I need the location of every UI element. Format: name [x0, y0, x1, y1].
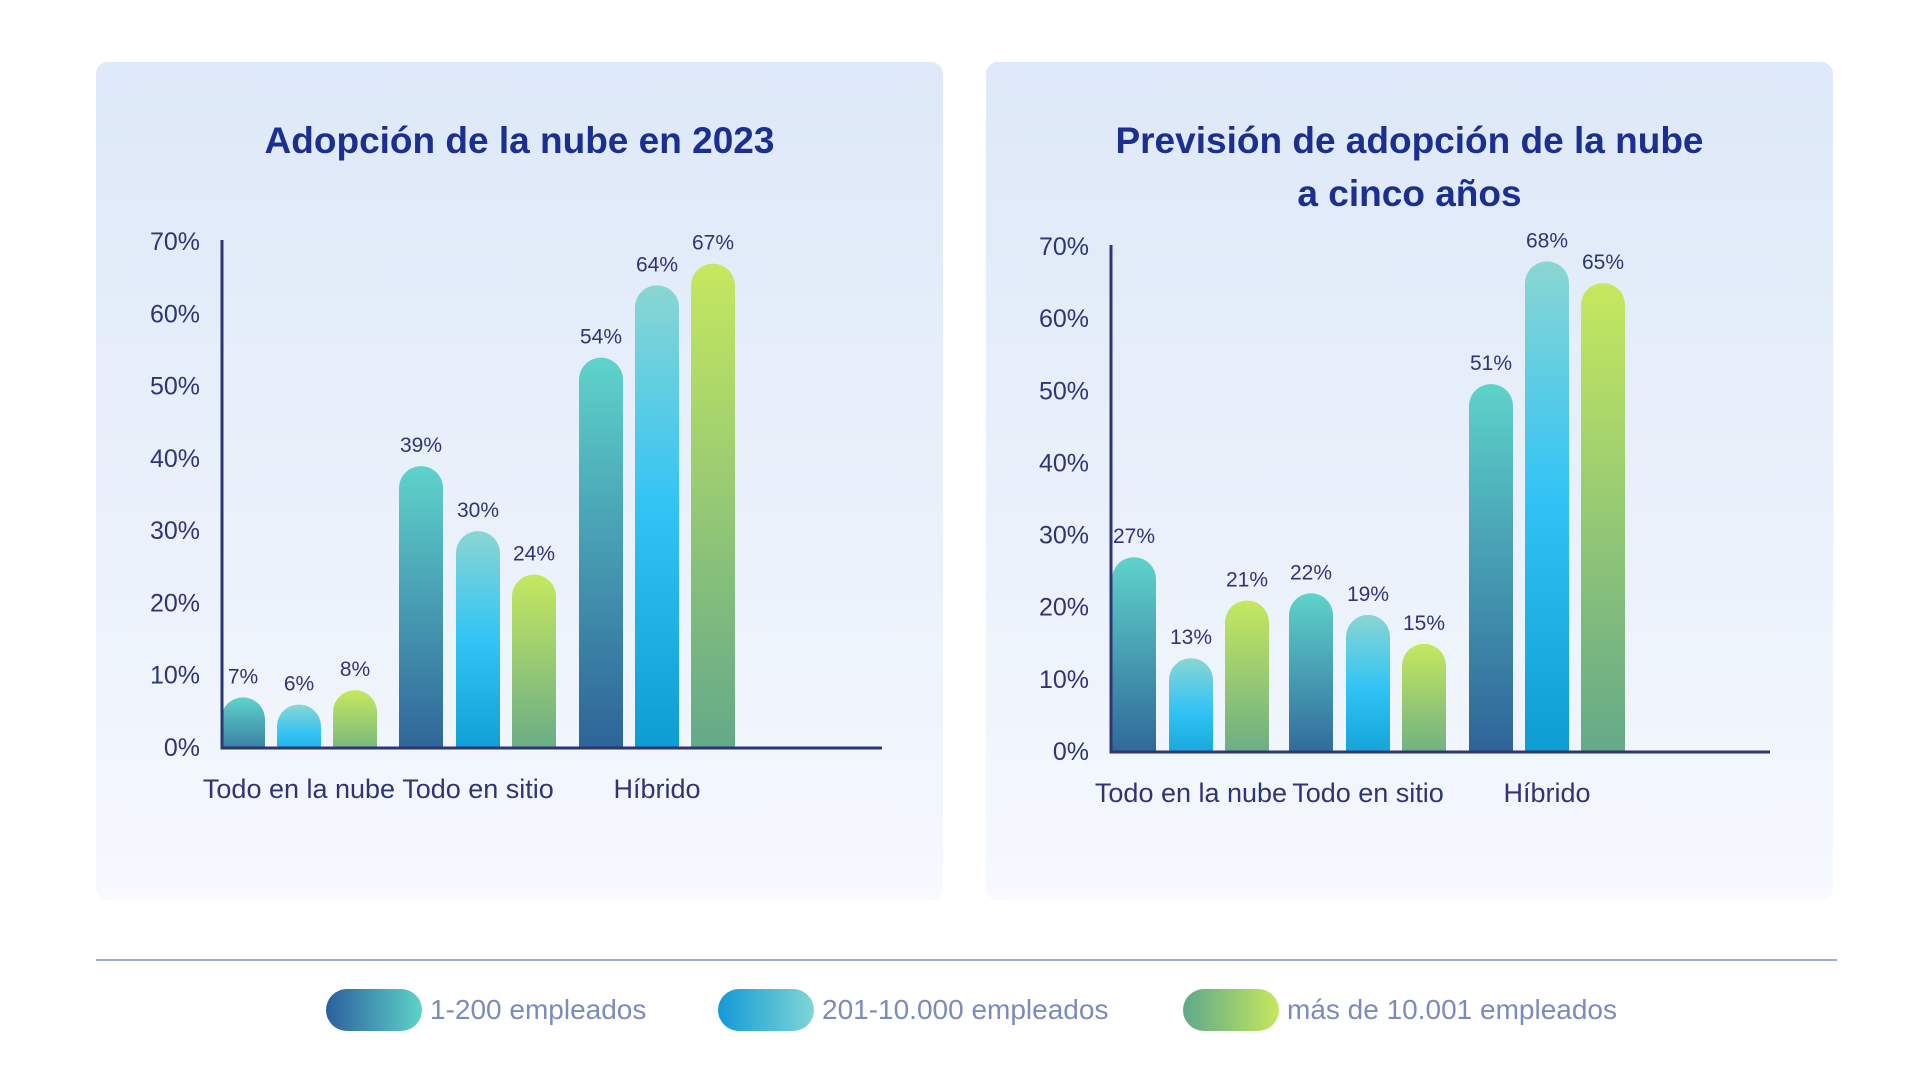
y-tick-label: 60% — [150, 300, 200, 328]
data-label: 51% — [1470, 352, 1512, 375]
y-tick-label: 50% — [150, 373, 200, 401]
bar-chart-forecast: 0% 10% 20% 30% 40% 50% 60% 70% 27% 22% 51% 13% 19% 68… — [1039, 229, 1770, 808]
data-label: 15% — [1403, 612, 1445, 635]
data-label: 24% — [513, 543, 555, 566]
y-tick-label: 10% — [1039, 666, 1089, 694]
chart-panel-forecast: Previsión de adopción de la nube a cinco… — [986, 62, 1833, 900]
bar-hibrido-mas-de-10-001-empleados — [1581, 283, 1625, 752]
chart-panel-2023: Adopción de la nube en 2023 0% 10% 20% 30% 4… — [96, 62, 943, 900]
legend-label-10001: más de 10.001 empleados — [1287, 994, 1617, 1025]
chart-title-forecast-line-1: Previsión de adopción de la nube — [1115, 120, 1704, 161]
y-tick-label: 70% — [150, 228, 200, 256]
data-label: 67% — [692, 232, 734, 255]
data-label: 8% — [340, 658, 370, 681]
data-label: 65% — [1582, 251, 1624, 274]
y-tick-label: 10% — [150, 662, 200, 690]
x-category-label: Todo en sitio — [1292, 778, 1444, 808]
legend-swatch-1-200 — [326, 989, 422, 1031]
bar-hibrido-mas-de-10-001-empleados — [691, 263, 735, 748]
data-label: 7% — [228, 665, 258, 688]
bar-todo-en-sitio-mas-de-10-001-empleados — [512, 574, 556, 748]
x-category-label: Híbrido — [1503, 778, 1590, 808]
bar-hibrido-201-10-000-empleados — [635, 285, 679, 748]
bar-chart-2023: 0% 10% 20% 30% 40% 50% 60% 70% 7% 39% 54% 6% 30% 64% 8… — [150, 228, 882, 804]
chart-title-2023: Adopción de la nube en 2023 — [264, 120, 775, 161]
legend-item-10001: más de 10.001 empleados — [1183, 988, 1617, 1032]
legend-item-1-200: 1-200 empleados — [326, 988, 646, 1032]
y-tick-label: 40% — [150, 445, 200, 473]
data-label: 39% — [400, 434, 442, 457]
data-label: 27% — [1113, 525, 1155, 548]
y-tick-label: 70% — [1039, 233, 1089, 261]
legend-label-1-200: 1-200 empleados — [430, 994, 647, 1025]
y-tick-label: 30% — [1039, 522, 1089, 550]
data-label: 30% — [457, 499, 499, 522]
y-tick-label: 50% — [1039, 377, 1089, 405]
bar-hibrido-1-200-empleados — [579, 357, 623, 748]
y-tick-label: 30% — [150, 517, 200, 545]
bar-todo-en-sitio-1-200-empleados — [399, 466, 443, 748]
data-label: 13% — [1170, 626, 1212, 649]
bar-todo-en-la-nube-1-200-empleados — [221, 697, 265, 748]
y-tick-label: 20% — [1039, 594, 1089, 622]
bar-todo-en-sitio-201-10-000-empleados — [1346, 614, 1390, 752]
data-label: 68% — [1526, 229, 1568, 252]
y-tick-label: 40% — [1039, 449, 1089, 477]
bar-todo-en-la-nube-201-10-000-empleados — [1169, 658, 1213, 752]
data-label: 21% — [1226, 569, 1268, 592]
bar-todo-en-la-nube-201-10-000-empleados — [277, 704, 321, 748]
data-label: 19% — [1347, 583, 1389, 606]
bar-todo-en-la-nube-mas-de-10-001-empleados — [333, 690, 377, 748]
legend-swatch-10001 — [1183, 989, 1279, 1031]
bar-todo-en-la-nube-mas-de-10-001-empleados — [1225, 600, 1269, 752]
data-label: 22% — [1290, 561, 1332, 584]
legend-label-201-10000: 201-10.000 empleados — [822, 994, 1109, 1025]
bar-todo-en-la-nube-1-200-empleados — [1112, 557, 1156, 752]
bar-todo-en-sitio-mas-de-10-001-empleados — [1402, 643, 1446, 752]
legend-divider — [96, 959, 1837, 961]
legend-swatch-201-10000 — [718, 989, 814, 1031]
data-label: 6% — [284, 673, 314, 696]
y-tick-label: 0% — [164, 734, 200, 762]
legend-item-201-10000: 201-10.000 empleados — [718, 988, 1108, 1032]
x-category-label: Híbrido — [613, 774, 700, 804]
x-category-label: Todo en sitio — [402, 774, 554, 804]
data-label: 64% — [636, 253, 678, 276]
y-tick-label: 0% — [1053, 738, 1089, 766]
x-category-label: Todo en la nube — [1095, 778, 1287, 808]
y-tick-label: 60% — [1039, 305, 1089, 333]
data-label: 54% — [580, 326, 622, 349]
chart-title-forecast-line-2: a cinco años — [1297, 173, 1522, 214]
y-tick-label: 20% — [150, 589, 200, 617]
bar-todo-en-sitio-1-200-empleados — [1289, 593, 1333, 752]
bar-hibrido-1-200-empleados — [1469, 384, 1513, 752]
x-category-label: Todo en la nube — [203, 774, 395, 804]
bar-hibrido-201-10-000-empleados — [1525, 261, 1569, 752]
bar-todo-en-sitio-201-10-000-empleados — [456, 531, 500, 748]
